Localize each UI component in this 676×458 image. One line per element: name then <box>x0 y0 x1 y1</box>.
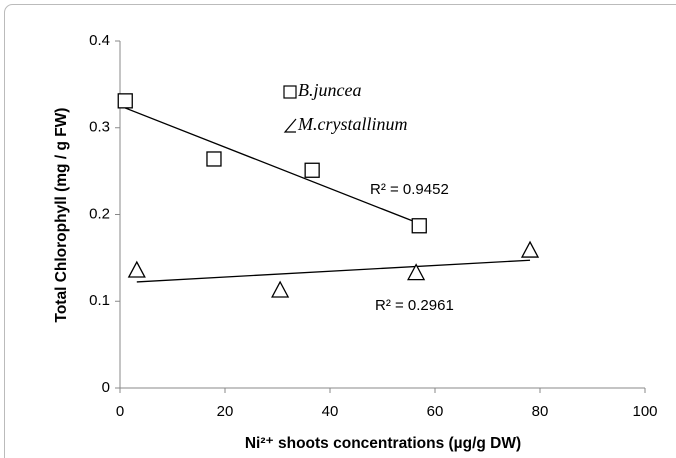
trend-line <box>125 107 420 225</box>
x-tick-label: 0 <box>116 403 124 420</box>
y-tick-label: 0.2 <box>89 205 110 222</box>
point <box>206 151 222 167</box>
point <box>407 263 426 281</box>
legend-label: B.juncea <box>298 80 361 100</box>
point <box>117 93 133 109</box>
point <box>411 218 427 234</box>
legend-marker <box>283 118 297 133</box>
legend-marker <box>283 85 297 99</box>
y-tick-label: 0.3 <box>89 119 110 136</box>
x-tick-label: 100 <box>632 403 657 420</box>
r2-label: R² = 0.9452 <box>370 181 449 198</box>
chart-frame <box>4 4 676 458</box>
x-tick-label: 20 <box>217 403 234 420</box>
point <box>271 280 290 298</box>
trend-line <box>136 259 531 283</box>
x-tick-label: 60 <box>427 403 444 420</box>
y-tick-label: 0.1 <box>89 292 110 309</box>
y-tick-label: 0.4 <box>89 32 110 49</box>
x-axis-title: Ni²⁺ shoots concentrations (µg/g DW) <box>245 435 521 452</box>
x-tick-label: 40 <box>322 403 339 420</box>
point <box>304 162 320 178</box>
legend-label: M.crystallinum <box>297 114 408 134</box>
y-tick-label: 0 <box>102 379 110 396</box>
point <box>127 260 146 278</box>
x-tick-label: 80 <box>532 403 549 420</box>
point <box>520 240 540 258</box>
y-axis-title: Total Chlorophyll (mg / g FW) <box>53 108 70 323</box>
r2-label: R² = 0.2961 <box>375 297 454 314</box>
